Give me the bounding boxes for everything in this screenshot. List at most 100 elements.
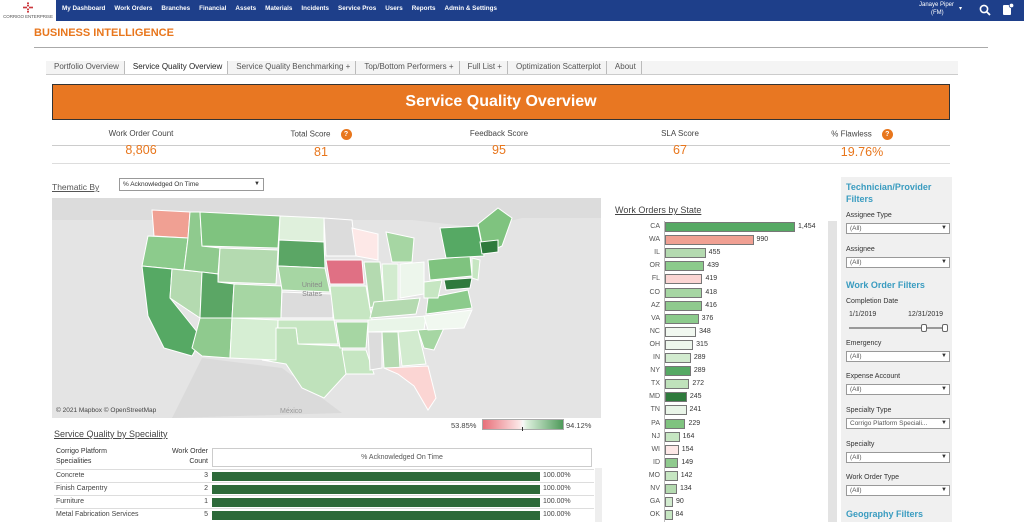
state-bar[interactable] — [665, 326, 697, 337]
table-row[interactable]: Furniture 1 100.00% — [54, 495, 594, 508]
table-row[interactable]: Concrete 3 100.00% — [54, 469, 594, 482]
state-bar-row[interactable]: CA 1,454 — [612, 221, 832, 234]
emergency-select[interactable]: (All) ▼ — [846, 351, 950, 362]
state-bar[interactable] — [665, 366, 691, 377]
completion-date-to[interactable]: 12/31/2019 — [908, 311, 944, 318]
specialty-select[interactable]: (All) ▼ — [846, 452, 950, 463]
tab-top-bottom-performers[interactable]: Top/Bottom Performers + — [356, 61, 460, 74]
state-ny[interactable] — [439, 225, 485, 259]
state-bar-row[interactable]: VA 376 — [612, 313, 832, 326]
state-pa[interactable] — [427, 255, 473, 281]
specialty-type-select[interactable]: Corrigo Platform Speciali... ▼ — [846, 418, 950, 429]
speciality-bar[interactable] — [212, 485, 540, 494]
state-ga[interactable] — [397, 329, 427, 367]
state-nc[interactable] — [423, 309, 473, 331]
tab-about[interactable]: About — [607, 61, 642, 74]
state-bar[interactable] — [665, 405, 687, 416]
state-bar[interactable] — [665, 300, 703, 311]
state-bar-row[interactable]: WI 154 — [612, 444, 832, 457]
state-bar-row[interactable]: AZ 416 — [612, 300, 832, 313]
state-mt[interactable] — [199, 211, 281, 249]
assignee-type-select[interactable]: (All) ▼ — [846, 223, 950, 234]
state-bar[interactable] — [665, 484, 677, 494]
state-mi[interactable] — [385, 231, 415, 263]
speciality-bar[interactable] — [212, 511, 540, 520]
nav-materials[interactable]: Materials — [265, 5, 293, 12]
state-bar-row[interactable]: OK 84 — [612, 509, 832, 522]
state-bar[interactable] — [665, 261, 705, 272]
state-map[interactable]: United States México © 2021 Mapbox © Ope… — [52, 198, 601, 418]
state-bar-row[interactable]: CO 418 — [612, 287, 832, 300]
nav-assets[interactable]: Assets — [235, 5, 257, 12]
state-wa[interactable] — [151, 209, 191, 239]
tab-service-quality-overview[interactable]: Service Quality Overview — [124, 61, 229, 74]
search-icon[interactable] — [979, 4, 991, 16]
state-bar-row[interactable]: IN 289 — [612, 352, 832, 365]
state-wy[interactable] — [217, 247, 279, 285]
speciality-bar[interactable] — [212, 472, 540, 481]
state-nd[interactable] — [278, 215, 325, 243]
state-bar-row[interactable]: IL 455 — [612, 247, 832, 260]
state-bar[interactable] — [665, 497, 674, 508]
state-bar[interactable] — [665, 222, 795, 232]
state-wi[interactable] — [351, 227, 379, 261]
state-bar-row[interactable]: MD 245 — [612, 391, 832, 404]
nav-admin-settings[interactable]: Admin & Settings — [444, 5, 498, 12]
state-tx[interactable] — [261, 327, 347, 399]
nav-users[interactable]: Users — [385, 5, 403, 12]
tab-optimization-scatterplot[interactable]: Optimization Scatterplot — [508, 61, 607, 74]
state-fl[interactable] — [383, 365, 437, 411]
us-states-choropleth[interactable] — [52, 198, 601, 418]
state-oh[interactable] — [399, 261, 425, 299]
nav-incidents[interactable]: Incidents — [301, 5, 330, 12]
state-bar-row[interactable]: OR 439 — [612, 260, 832, 273]
nav-financial[interactable]: Financial — [199, 5, 227, 12]
nav-my-dashboard[interactable]: My Dashboard — [62, 5, 106, 12]
speciality-bar[interactable] — [212, 498, 540, 507]
notifications-icon[interactable] — [1002, 3, 1014, 16]
state-bar-row[interactable]: TN 241 — [612, 404, 832, 417]
state-bar[interactable] — [665, 457, 679, 468]
state-bar-row[interactable]: WA 990 — [612, 234, 832, 247]
state-bar[interactable] — [665, 313, 699, 324]
map-credit[interactable]: © 2021 Mapbox © OpenStreetMap — [56, 407, 157, 414]
state-bar[interactable] — [665, 392, 687, 403]
state-wv[interactable] — [423, 279, 443, 299]
state-bar[interactable] — [665, 431, 680, 442]
state-bar[interactable] — [665, 248, 706, 259]
table-row[interactable]: Metal Fabrication Services 5 100.00% — [54, 508, 594, 521]
state-la[interactable] — [341, 349, 375, 375]
state-bar[interactable] — [665, 339, 694, 350]
state-in[interactable] — [381, 263, 399, 303]
expense-account-select[interactable]: (All) ▼ — [846, 384, 950, 395]
state-md[interactable] — [443, 277, 473, 291]
state-sd[interactable] — [277, 239, 326, 269]
state-bar-row[interactable]: GA 90 — [612, 496, 832, 509]
state-va[interactable] — [425, 289, 473, 315]
state-mn[interactable] — [323, 217, 357, 257]
state-ky[interactable] — [369, 297, 421, 319]
table-row[interactable]: Finish Carpentry 2 100.00% — [54, 482, 594, 495]
state-bar[interactable] — [665, 379, 690, 390]
state-bar[interactable] — [665, 418, 686, 429]
state-bar-row[interactable]: NC 348 — [612, 326, 832, 339]
assignee-select[interactable]: (All) ▼ — [846, 257, 950, 268]
state-ct-ri-ma[interactable] — [479, 239, 499, 255]
tab-service-quality-benchmarking[interactable]: Service Quality Benchmarking + — [228, 61, 357, 74]
completion-date-from[interactable]: 1/1/2019 — [849, 311, 877, 318]
user-caret-icon[interactable]: ▾ — [959, 6, 963, 12]
nav-work-orders[interactable]: Work Orders — [114, 5, 153, 12]
state-ms[interactable] — [367, 331, 383, 371]
work-orders-scrollbar[interactable] — [828, 221, 837, 522]
completion-date-slider[interactable] — [849, 327, 945, 329]
state-bar-row[interactable]: TX 272 — [612, 378, 832, 391]
help-icon[interactable]: ? — [340, 129, 352, 140]
state-ks[interactable] — [280, 291, 334, 319]
state-or[interactable] — [141, 235, 189, 271]
state-bar-row[interactable]: NJ 164 — [612, 431, 832, 444]
slider-handle-end[interactable] — [942, 324, 948, 332]
nav-service-pros[interactable]: Service Pros — [338, 5, 377, 12]
thematic-select[interactable]: % Acknowledged On Time ▼ — [119, 178, 264, 191]
help-icon[interactable]: ? — [881, 129, 893, 140]
state-bar-row[interactable]: PA 229 — [612, 418, 832, 431]
